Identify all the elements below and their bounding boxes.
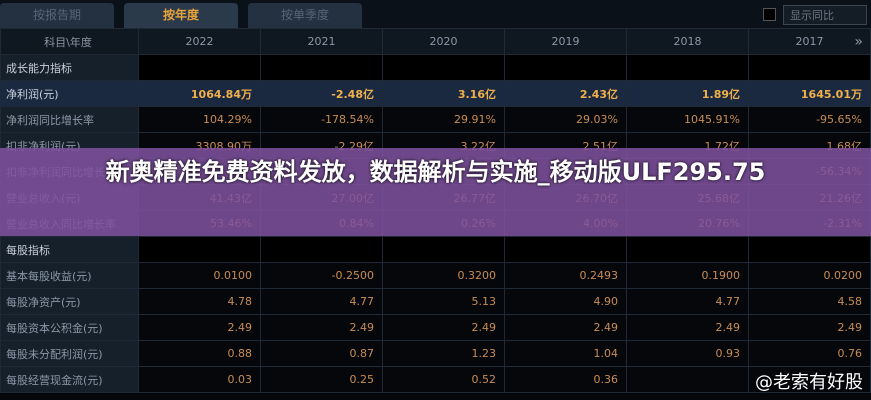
cell-value: 0.3200: [382, 262, 505, 289]
cell-value: 0.93: [626, 340, 749, 367]
cell-value: [748, 54, 871, 81]
cell-value: [138, 54, 261, 81]
table-row: 每股资本公积金(元) 2.49 2.49 2.49 2.49 2.49 2.49: [0, 314, 871, 341]
cell-value: [626, 366, 749, 393]
cell-value: [382, 236, 505, 263]
year-header[interactable]: 2021: [260, 28, 383, 55]
cell-value: [504, 54, 627, 81]
cell-value: -0.2500: [260, 262, 383, 289]
cell-value: [260, 236, 383, 263]
table-row: 净利润(元) 1064.84万 -2.48亿 3.16亿 2.43亿 1.89亿 1645.…: [0, 80, 871, 107]
cell-value: 2.49: [382, 314, 505, 341]
cell-value: 104.29%: [138, 106, 261, 133]
cell-value: 0.52: [382, 366, 505, 393]
cell-value: 2.49: [138, 314, 261, 341]
cell-value: 0.2493: [504, 262, 627, 289]
table-row: 成长能力指标: [0, 54, 871, 81]
year-header[interactable]: 2022: [138, 28, 261, 55]
cell-value: -95.65%: [748, 106, 871, 133]
cell-value: [626, 236, 749, 263]
show-yoy-checkbox[interactable]: [763, 8, 776, 21]
cell-value: 1.04: [504, 340, 627, 367]
row-label: 每股指标: [0, 236, 139, 263]
cell-value: 29.03%: [504, 106, 627, 133]
cell-value: 29.91%: [382, 106, 505, 133]
show-yoy-button[interactable]: 显示同比: [783, 5, 867, 25]
tab-by-quarter[interactable]: 按单季度: [248, 3, 362, 28]
year-header[interactable]: 2020: [382, 28, 505, 55]
table-row: 每股未分配利润(元) 0.88 0.87 1.23 1.04 0.93 0.76: [0, 340, 871, 367]
weibo-watermark: @老索有好股: [755, 372, 863, 393]
next-columns-icon[interactable]: »: [854, 34, 863, 50]
period-tabs: 按报告期 按年度 按单季度 显示同比: [0, 0, 871, 28]
row-label: 每股净资产(元): [0, 288, 139, 315]
year-header[interactable]: 2019: [504, 28, 627, 55]
cell-value: 0.03: [138, 366, 261, 393]
cell-value: 2.49: [626, 314, 749, 341]
header-label: 科目\年度: [0, 28, 139, 55]
table-row: 基本每股收益(元) 0.0100 -0.2500 0.3200 0.2493 0.1900…: [0, 262, 871, 289]
cell-value: 4.90: [504, 288, 627, 315]
row-label: 净利润同比增长率: [0, 106, 139, 133]
table-row: 每股净资产(元) 4.78 4.77 5.13 4.90 4.77 4.58: [0, 288, 871, 315]
year-header[interactable]: 2018: [626, 28, 749, 55]
cell-value: 0.88: [138, 340, 261, 367]
table-row: 每股经营现金流(元) 0.03 0.25 0.52 0.36: [0, 366, 871, 393]
row-label: 成长能力指标: [0, 54, 139, 81]
cell-value: 3.16亿: [382, 80, 505, 107]
table-row: 净利润同比增长率 104.29% -178.54% 29.91% 29.03% 1045.…: [0, 106, 871, 133]
cell-value: [626, 54, 749, 81]
cell-value: 1064.84万: [138, 80, 261, 107]
cell-value: 4.78: [138, 288, 261, 315]
table-header-row: 科目\年度 2022 2021 2020 2019 2018 2017: [0, 28, 871, 55]
cell-value: 1045.91%: [626, 106, 749, 133]
cell-value: [138, 236, 261, 263]
cell-value: 1645.01万: [748, 80, 871, 107]
cell-value: [260, 54, 383, 81]
cell-value: 5.13: [382, 288, 505, 315]
year-header[interactable]: 2017: [748, 28, 871, 55]
cell-value: 0.87: [260, 340, 383, 367]
cell-value: [748, 366, 871, 393]
cell-value: 1.89亿: [626, 80, 749, 107]
cell-value: [504, 236, 627, 263]
row-label: 基本每股收益(元): [0, 262, 139, 289]
cell-value: 2.49: [748, 314, 871, 341]
cell-value: 4.77: [260, 288, 383, 315]
cell-value: 0.0100: [138, 262, 261, 289]
cell-value: 4.77: [626, 288, 749, 315]
cell-value: 1.23: [382, 340, 505, 367]
cell-value: [382, 54, 505, 81]
cell-value: 0.36: [504, 366, 627, 393]
cell-value: -178.54%: [260, 106, 383, 133]
cell-value: [748, 236, 871, 263]
row-label: 每股经营现金流(元): [0, 366, 139, 393]
cell-value: 0.25: [260, 366, 383, 393]
row-label: 每股资本公积金(元): [0, 314, 139, 341]
tab-by-year[interactable]: 按年度: [124, 3, 238, 28]
headline-banner: 新奥精准免费资料发放，数据解析与实施_移动版ULF295.75: [0, 148, 871, 236]
cell-value: 0.1900: [626, 262, 749, 289]
table-row: 每股指标: [0, 236, 871, 263]
cell-value: 2.49: [260, 314, 383, 341]
tab-by-report-period[interactable]: 按报告期: [0, 3, 114, 28]
cell-value: 2.43亿: [504, 80, 627, 107]
cell-value: 0.0200: [748, 262, 871, 289]
cell-value: 0.76: [748, 340, 871, 367]
row-label: 净利润(元): [0, 80, 139, 107]
cell-value: 4.58: [748, 288, 871, 315]
row-label: 每股未分配利润(元): [0, 340, 139, 367]
cell-value: 2.49: [504, 314, 627, 341]
cell-value: -2.48亿: [260, 80, 383, 107]
